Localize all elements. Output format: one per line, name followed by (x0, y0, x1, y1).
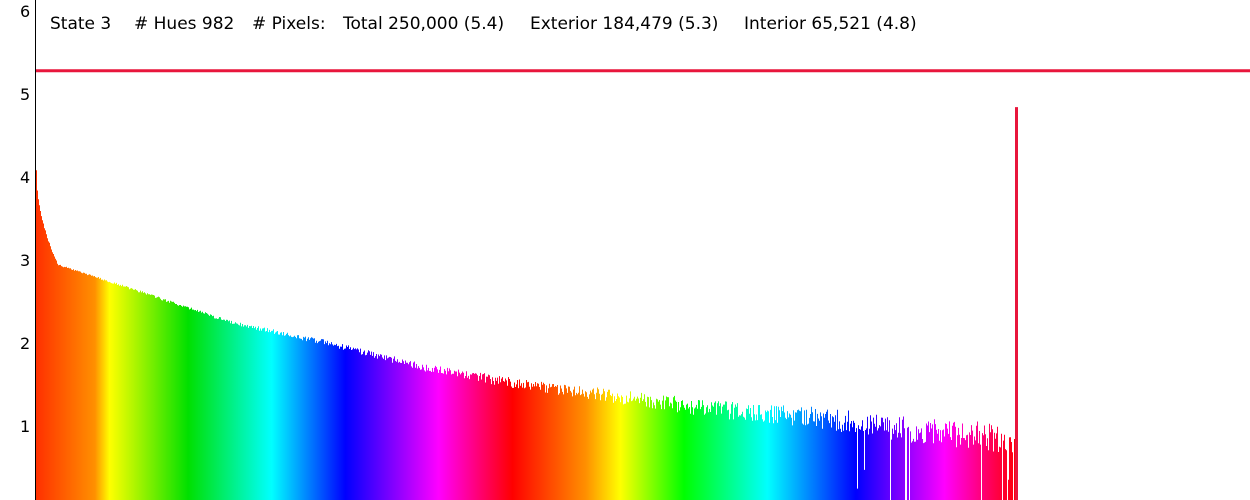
hues-count: # Hues 982 (134, 14, 234, 34)
total-pixels: Total 250,000 (5.4) (342, 14, 504, 34)
y-tick-labels: 1 2 3 4 5 6 (20, 2, 30, 436)
histogram-bars (36, 170, 1018, 500)
exterior-pixels: Exterior 184,479 (5.3) (530, 14, 718, 34)
pixels-label: # Pixels: (252, 14, 326, 34)
chart-header: State 3 # Hues 982 # Pixels: Total 250,0… (50, 14, 917, 34)
interior-pixels: Interior 65,521 (4.8) (744, 14, 917, 34)
y-tick-label-6: 6 (20, 2, 30, 21)
y-tick-label-2: 2 (20, 334, 30, 353)
y-tick-label-3: 3 (20, 251, 30, 270)
state-label: State 3 (50, 14, 111, 34)
y-tick-label-5: 5 (20, 85, 30, 104)
y-tick-label-4: 4 (20, 168, 30, 187)
y-tick-label-1: 1 (20, 417, 30, 436)
